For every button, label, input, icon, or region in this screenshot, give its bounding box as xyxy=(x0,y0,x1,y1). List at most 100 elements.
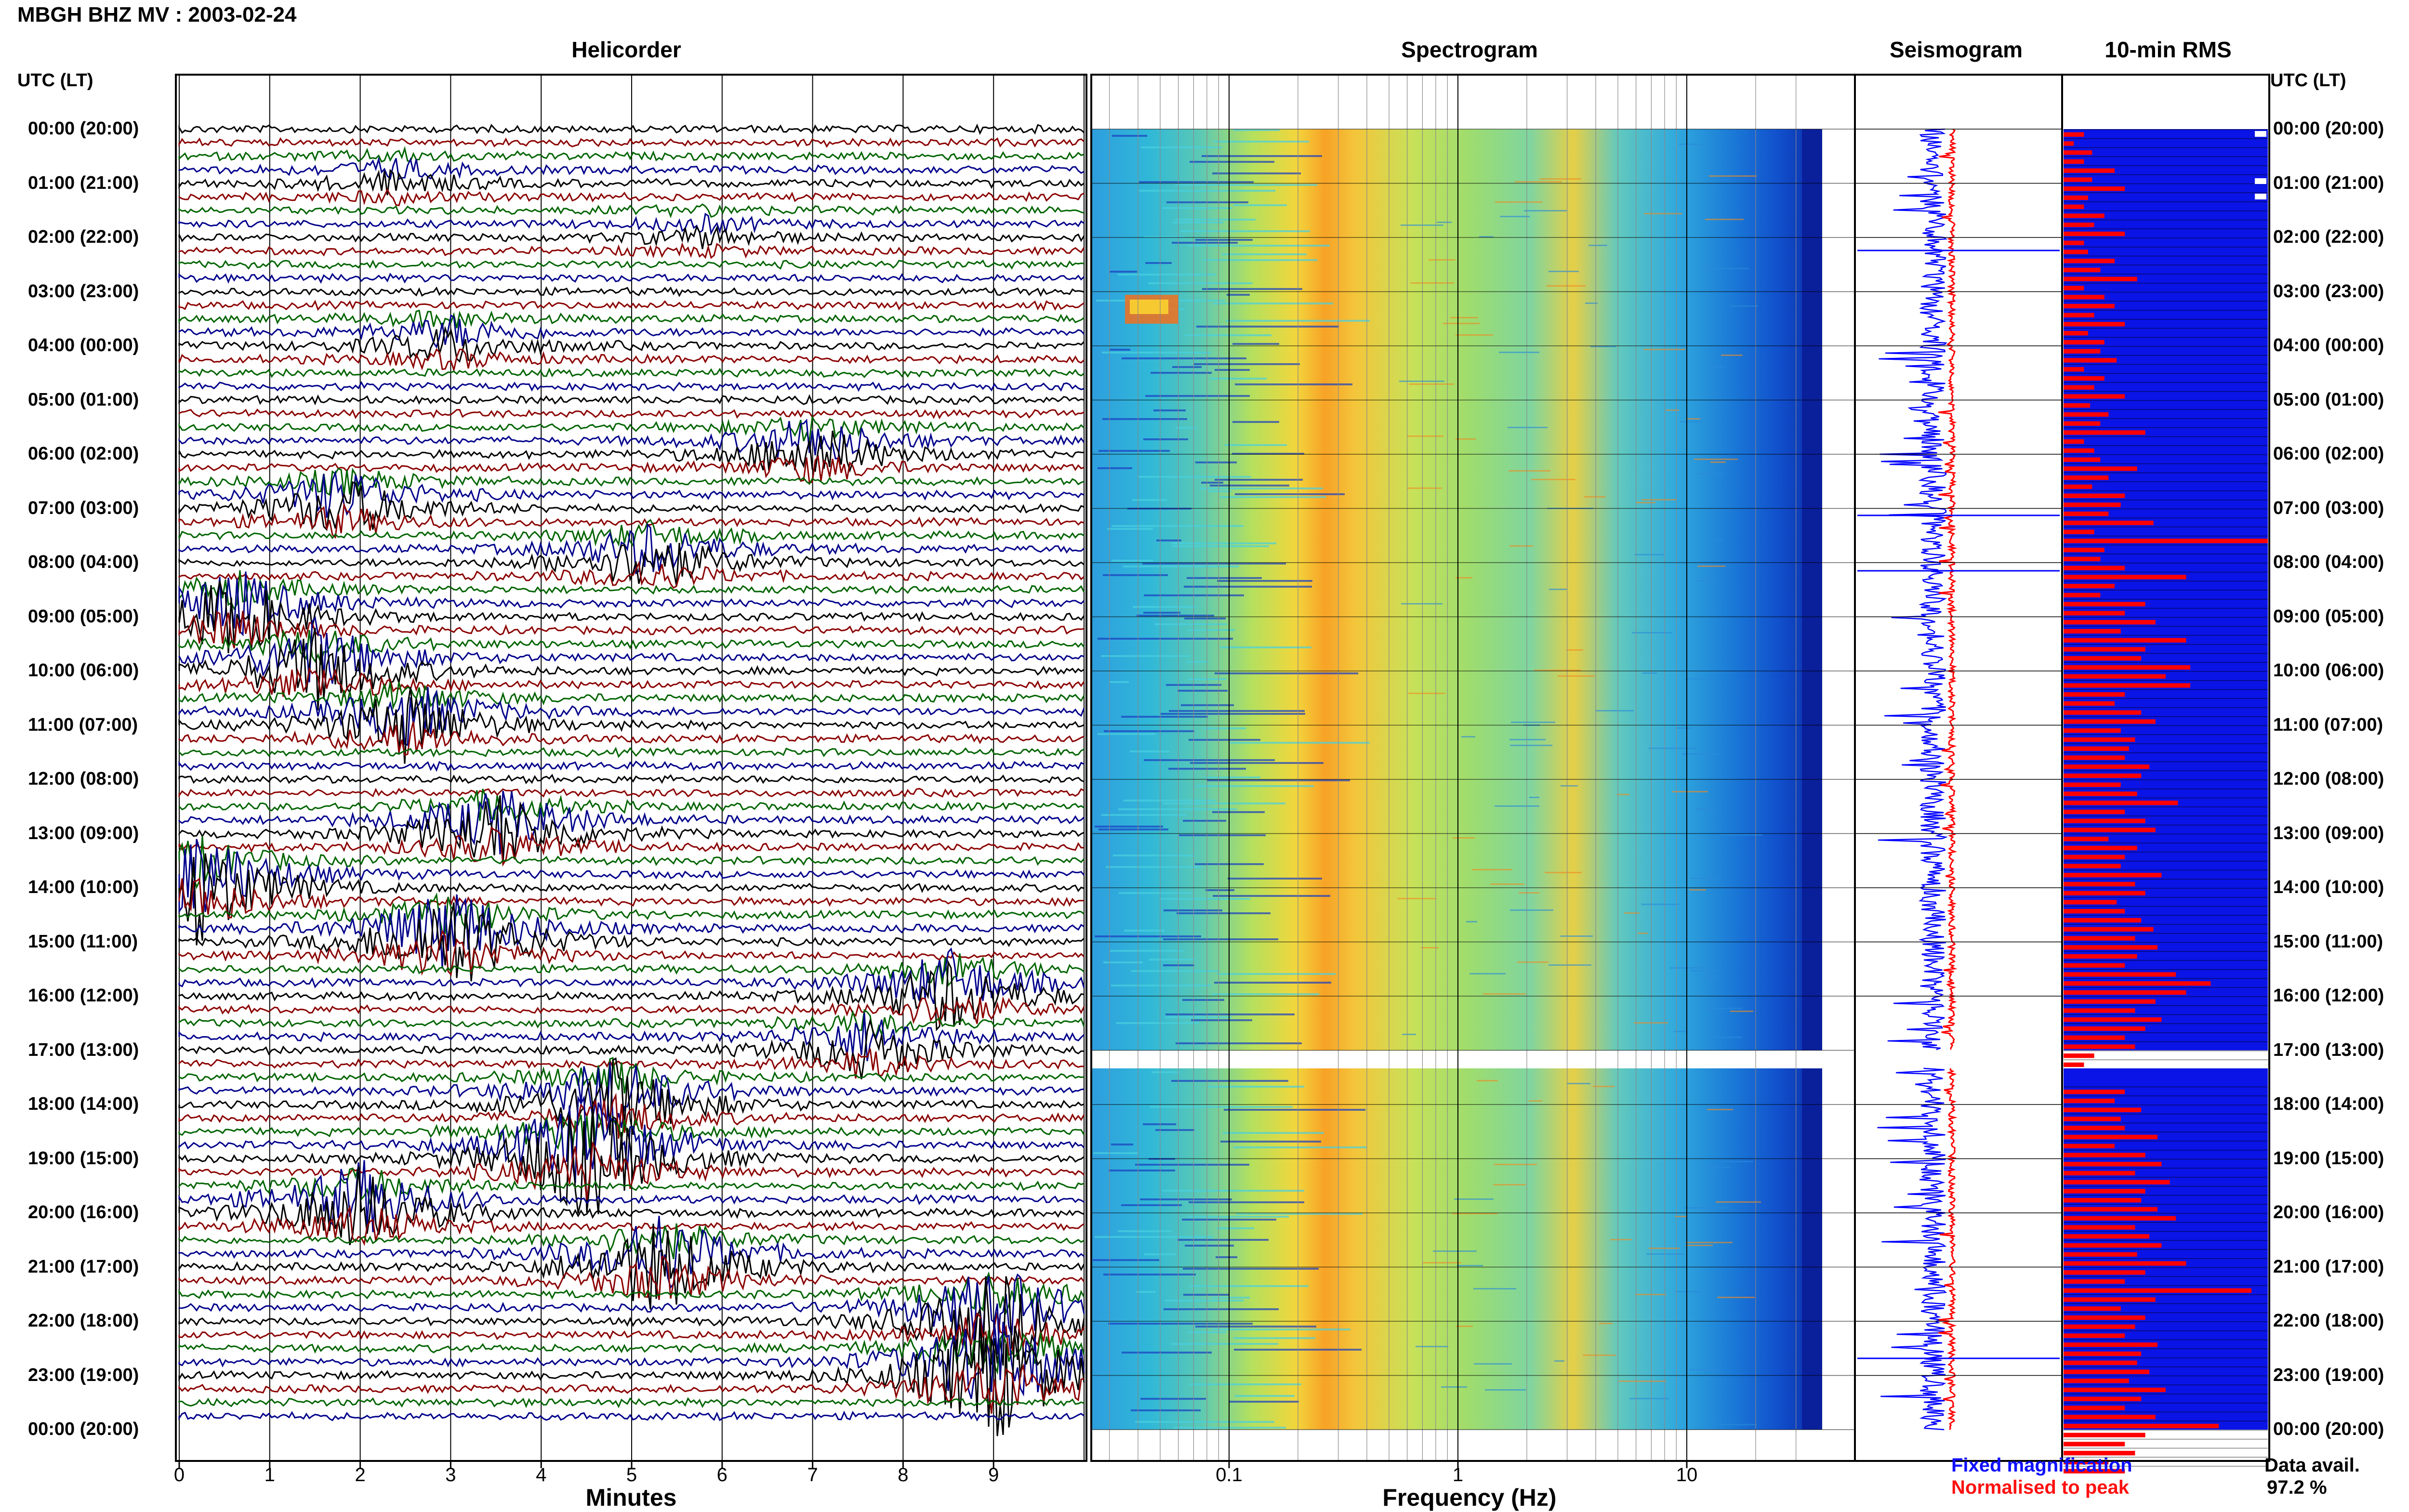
helicorder-trace xyxy=(178,947,1085,1004)
spectrogram-nyquist-band xyxy=(1802,1068,1822,1430)
spectrogram-streak xyxy=(1456,577,1472,579)
spectrogram-streak xyxy=(1103,961,1143,963)
spectrogram-streak xyxy=(1703,976,1719,977)
spectrogram-streak xyxy=(1694,459,1738,460)
time-label-left: 03:00 (23:00) xyxy=(28,281,139,302)
spectrogram-streak xyxy=(1686,418,1700,420)
spectrogram-streak xyxy=(1708,1037,1742,1038)
spectrogram-streak xyxy=(1599,1323,1613,1324)
spectrogram-streak xyxy=(1472,869,1512,870)
spectrogram-streak xyxy=(1093,1152,1138,1154)
rms-bar xyxy=(2064,1090,2125,1094)
spectrogram-streak xyxy=(1416,1346,1448,1347)
spectrogram-streak xyxy=(1454,1198,1494,1200)
spectrogram-streak xyxy=(1201,482,1223,484)
helicorder-trace xyxy=(178,892,1085,934)
rms-bar xyxy=(2064,828,2156,832)
helicorder-trace xyxy=(178,836,1085,890)
spectrogram-streak xyxy=(1190,762,1324,764)
helicorder-trace xyxy=(178,628,1085,710)
spectrogram-streak xyxy=(1155,1129,1194,1131)
spectrogram-streak xyxy=(1229,1401,1299,1403)
spectrogram-streak xyxy=(1183,1268,1319,1270)
spectrogram-streak xyxy=(1232,453,1304,455)
time-label-right: 11:00 (07:00) xyxy=(2273,714,2383,735)
spectrogram-streak xyxy=(1566,649,1583,651)
spectrogram-streak xyxy=(1583,1354,1616,1356)
spectrogram-streak xyxy=(1511,722,1555,723)
helicorder-trace xyxy=(178,212,1085,236)
spectrogram-streak xyxy=(1178,690,1228,692)
spectrogram-streak xyxy=(1483,993,1526,995)
spectrogram-streak xyxy=(1221,253,1307,255)
spectrogram-streak xyxy=(1461,736,1475,737)
spectrogram-streak xyxy=(1150,1106,1293,1108)
spectrogram-streak xyxy=(1163,938,1278,940)
spectrogram-streak xyxy=(1235,493,1345,495)
helicorder-trace xyxy=(178,959,1085,1032)
spectrogram-streak xyxy=(1524,210,1567,211)
seismogram-traces xyxy=(1855,128,2062,1431)
spectrogram-streak xyxy=(1185,1245,1234,1247)
helicorder-trace xyxy=(178,455,1085,484)
helicorder-trace xyxy=(178,774,1085,785)
spectrogram-streak xyxy=(1172,242,1238,244)
spectrogram-streak xyxy=(1691,878,1720,879)
spectrogram-streak xyxy=(1703,1167,1731,1168)
spectrogram-streak xyxy=(1103,1274,1196,1275)
rms-bar xyxy=(2064,728,2121,733)
rms-bar xyxy=(2064,891,2145,895)
spectrogram-streak xyxy=(1210,485,1289,486)
rms-bar xyxy=(2064,439,2084,444)
helicorder-trace xyxy=(178,1303,1085,1399)
spectrogram-streak xyxy=(1111,985,1211,986)
helicorder-trace xyxy=(178,853,1085,946)
spectrogram-streak xyxy=(1232,343,1279,345)
spectrogram-streak xyxy=(1215,369,1250,371)
spectrogram-streak xyxy=(1188,245,1330,247)
helicorder-trace xyxy=(178,502,1085,539)
rms-bar xyxy=(2064,1062,2084,1067)
spectrogram-streak xyxy=(1123,800,1216,802)
time-label-right: 17:00 (13:00) xyxy=(2273,1039,2384,1060)
helicorder-x-tick-label: 4 xyxy=(536,1464,547,1486)
spectrogram-streak xyxy=(1123,565,1239,567)
rms-bar xyxy=(2064,1180,2170,1184)
spectrogram-streak xyxy=(1519,892,1539,894)
helicorder-trace xyxy=(178,667,1085,698)
spectrogram-streak xyxy=(1104,730,1194,732)
helicorder-trace xyxy=(178,394,1085,406)
rms-bar xyxy=(2064,1459,2109,1465)
rms-bar xyxy=(2064,1379,2129,1383)
spectrogram-block-upper xyxy=(1091,129,1822,1051)
helicorder-x-tick-label: 5 xyxy=(626,1464,637,1486)
spectrogram-streak xyxy=(1119,892,1193,894)
rms-bar xyxy=(2064,954,2137,959)
spectrogram-streak xyxy=(1212,1297,1250,1299)
spectrogram-image xyxy=(1091,129,1822,1430)
helicorder-traces xyxy=(178,123,1085,1436)
spectrogram-streak xyxy=(1163,207,1232,209)
helicorder-trace xyxy=(178,1018,1085,1079)
helicorder-trace xyxy=(178,1256,1085,1300)
helicorder-trace xyxy=(178,687,1085,746)
spectrogram-streak xyxy=(1098,638,1233,640)
rms-bar xyxy=(2064,936,2135,941)
spectrogram-streak xyxy=(1187,577,1262,579)
spectrogram-streak xyxy=(1108,1323,1253,1325)
spectrogram-streak xyxy=(1162,1190,1304,1192)
rms-bar xyxy=(2064,556,2101,562)
spectrogram-streak xyxy=(1457,1265,1483,1266)
helicorder-trace xyxy=(178,309,1085,329)
spectrogram-streak xyxy=(1207,779,1350,781)
helicorder-x-tick-label: 7 xyxy=(807,1464,818,1486)
spectrogram-streak xyxy=(1635,1294,1666,1295)
seismogram-normalised-trace xyxy=(1938,1068,1958,1430)
spectrogram-streak xyxy=(1165,1016,1231,1018)
spectrogram-streak xyxy=(1515,181,1562,183)
helicorder-trace xyxy=(178,795,1085,863)
spectrogram-streak xyxy=(1217,580,1312,582)
spectrogram-streak xyxy=(1093,1259,1159,1261)
rms-bar xyxy=(2064,313,2094,317)
spectrogram-streak xyxy=(1215,672,1358,674)
